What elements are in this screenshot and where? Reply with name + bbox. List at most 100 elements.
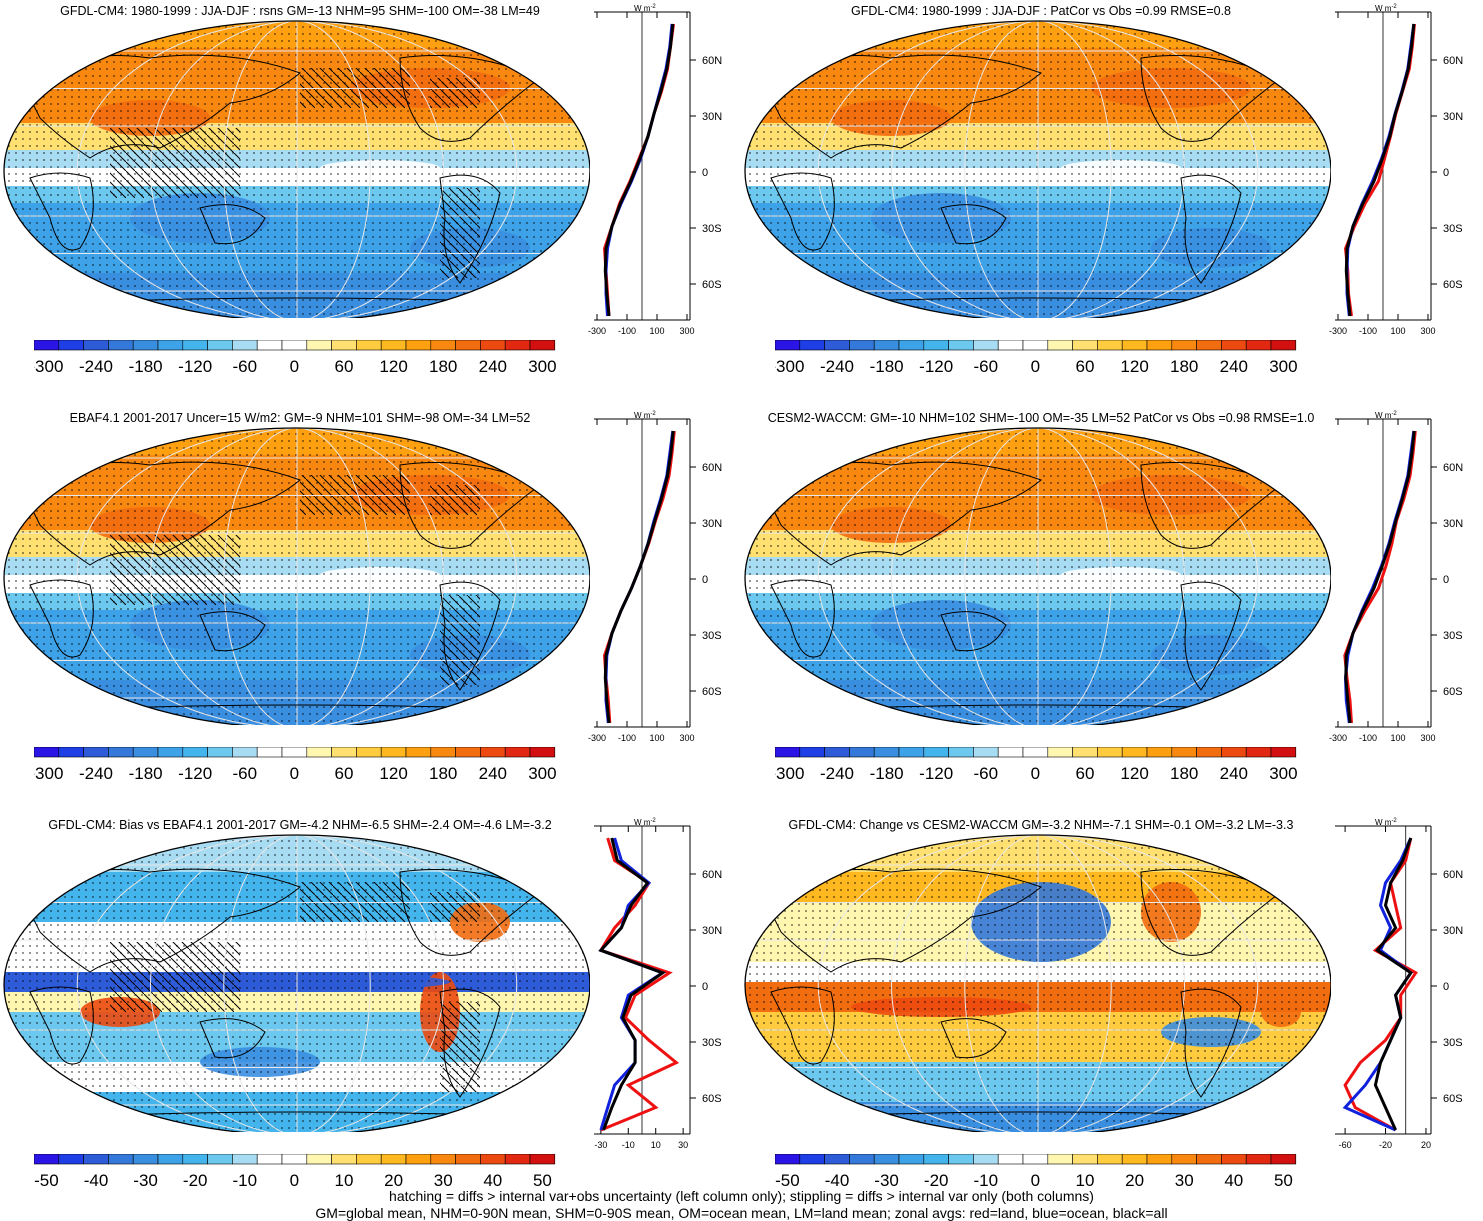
hatching-region — [110, 942, 240, 1012]
colorbar-label: 300 — [1269, 764, 1297, 783]
robinson-map — [744, 20, 1331, 318]
zonal-x-tick-label: -100 — [618, 326, 636, 336]
map-outline — [744, 20, 1331, 318]
colorbar-label: -10 — [233, 1171, 258, 1190]
zonal-mean-plot: W m-2 60N 30N 0 30S 60S -300 -100 100 300 — [1329, 4, 1463, 336]
colorbar-label: -60 — [974, 764, 999, 783]
colorbar: -50 -40 -30 -20 -10 0 10 20 30 40 50 — [34, 1154, 556, 1190]
colorbar-swatch — [504, 340, 531, 351]
hatching-region — [430, 892, 480, 922]
colorbar-swatch — [356, 1154, 382, 1165]
colorbar-swatch — [1270, 1154, 1297, 1165]
colorbar-swatch — [108, 1154, 134, 1165]
hatching-region — [110, 535, 240, 605]
colorbar-label: -60 — [974, 357, 999, 376]
colorbar-label: -180 — [870, 357, 904, 376]
colorbar-label: -30 — [133, 1171, 158, 1190]
colorbar-swatch — [1245, 1154, 1272, 1165]
colorbar-label: 10 — [1076, 1171, 1095, 1190]
colorbar-swatch — [380, 1154, 407, 1165]
colorbar-swatch — [873, 340, 900, 351]
map-panel: GFDL-CM4: Change vs CESM2-WACCM GM=-3.2 … — [741, 814, 1482, 1221]
zonal-lat-label: 60N — [702, 462, 722, 474]
colorbar-swatch — [1171, 340, 1197, 351]
zonal-unit-label: W m-2 — [634, 411, 656, 420]
colorbar-label: -120 — [178, 764, 212, 783]
zonal-mean-plot: W m-2 60N 30N 0 30S 60S -30 -10 10 30 — [594, 818, 722, 1150]
colorbar-label: -180 — [129, 764, 163, 783]
colorbar-swatch — [455, 1154, 481, 1165]
zonal-series-black — [598, 837, 666, 1131]
panel-title: GFDL-CM4: 1980-1999 : JJA-DJF : PatCor v… — [850, 4, 1231, 18]
colorbar-swatch — [1196, 1154, 1222, 1165]
zonal-lat-label: 60S — [702, 279, 722, 291]
colorbar-swatch — [898, 1154, 925, 1165]
zonal-lat-label: 30N — [1443, 518, 1463, 530]
zonal-mean-plot: W m-2 60N 30N 0 30S 60S -300 -100 100 300 — [1329, 411, 1463, 743]
map-panel: GFDL-CM4: 1980-1999 : JJA-DJF : rsns GM=… — [0, 0, 741, 407]
map-outline — [744, 427, 1331, 725]
colorbar-swatch — [281, 1154, 308, 1165]
zonal-lat-label: 60S — [702, 686, 722, 698]
zonal-series-red — [1343, 430, 1417, 724]
colorbar-swatch — [58, 1154, 84, 1165]
colorbar-label: 40 — [1224, 1171, 1243, 1190]
colorbar-swatch — [232, 747, 258, 758]
zonal-lat-label: 30N — [702, 111, 722, 123]
zonal-lat-label: 30N — [702, 518, 722, 530]
colorbar-label: 180 — [1170, 357, 1198, 376]
hatching-region — [110, 128, 240, 198]
zonal-mean-plot: W m-2 60N 30N 0 30S 60S -60 -20 20 — [1335, 818, 1463, 1150]
colorbar-label: 0 — [290, 357, 299, 376]
colorbar-label: 180 — [429, 357, 457, 376]
zonal-unit-label: W m-2 — [634, 4, 656, 13]
colorbar-label: 180 — [429, 764, 457, 783]
colorbar-swatch — [1245, 747, 1272, 758]
colorbar-swatch — [1022, 747, 1049, 758]
zonal-series-black — [1344, 23, 1416, 317]
zonal-series-blue — [604, 430, 675, 724]
colorbar-swatch — [799, 747, 825, 758]
zonal-x-tick-label: 300 — [1420, 326, 1435, 336]
colorbar-swatch — [1171, 747, 1197, 758]
colorbar-swatch — [873, 1154, 900, 1165]
colorbar-swatch — [157, 1154, 184, 1165]
zonal-x-tick-label: -100 — [1359, 733, 1377, 743]
hatching-region — [430, 485, 480, 515]
footer-line-2: GM=global mean, NHM=0-90N mean, SHM=0-90… — [315, 1205, 1168, 1221]
zonal-series-black — [603, 23, 675, 317]
colorbar-label: 120 — [1120, 357, 1148, 376]
zonal-x-tick-label: -300 — [588, 733, 606, 743]
zonal-unit-label: W m-2 — [634, 818, 656, 827]
colorbar-swatch — [1047, 747, 1073, 758]
colorbar: -300 -240 -180 -120 -60 0 60 120 180 240 300 — [775, 747, 1298, 783]
zonal-series-black — [603, 430, 675, 724]
colorbar-swatch — [529, 1154, 556, 1165]
hatching-region — [440, 1002, 480, 1092]
colorbar-label: 60 — [1076, 357, 1095, 376]
zonal-lat-label: 60S — [1443, 279, 1463, 291]
zonal-lat-label: 60N — [1443, 869, 1463, 881]
colorbar-swatch — [356, 340, 382, 351]
colorbar-swatch — [480, 1154, 506, 1165]
colorbar-swatch — [1097, 747, 1123, 758]
colorbar-swatch — [1221, 747, 1247, 758]
zonal-mean-plot: W m-2 60N 30N 0 30S 60S -300 -100 100 300 — [588, 411, 722, 743]
hatching-region — [440, 595, 480, 685]
colorbar-swatch — [83, 340, 109, 351]
colorbar-swatch — [504, 1154, 531, 1165]
colorbar-label: 50 — [533, 1171, 552, 1190]
map-panel: EBAF4.1 2001-2017 Uncer=15 W/m2: GM=-9 N… — [0, 407, 741, 814]
zonal-x-tick-label: -100 — [1359, 326, 1377, 336]
colorbar-swatch — [83, 747, 109, 758]
colorbar-swatch — [430, 340, 456, 351]
colorbar-label: -120 — [919, 357, 953, 376]
colorbar-swatch — [1196, 747, 1222, 758]
colorbar-label: 240 — [479, 357, 507, 376]
colorbar-swatch — [207, 340, 233, 351]
colorbar-label: 60 — [335, 357, 354, 376]
map-panel: GFDL-CM4: Bias vs EBAF4.1 2001-2017 GM=-… — [0, 814, 741, 1221]
colorbar-label: 50 — [1274, 1171, 1293, 1190]
colorbar-swatch — [775, 747, 801, 758]
zonal-lat-label: 60S — [702, 1093, 722, 1105]
